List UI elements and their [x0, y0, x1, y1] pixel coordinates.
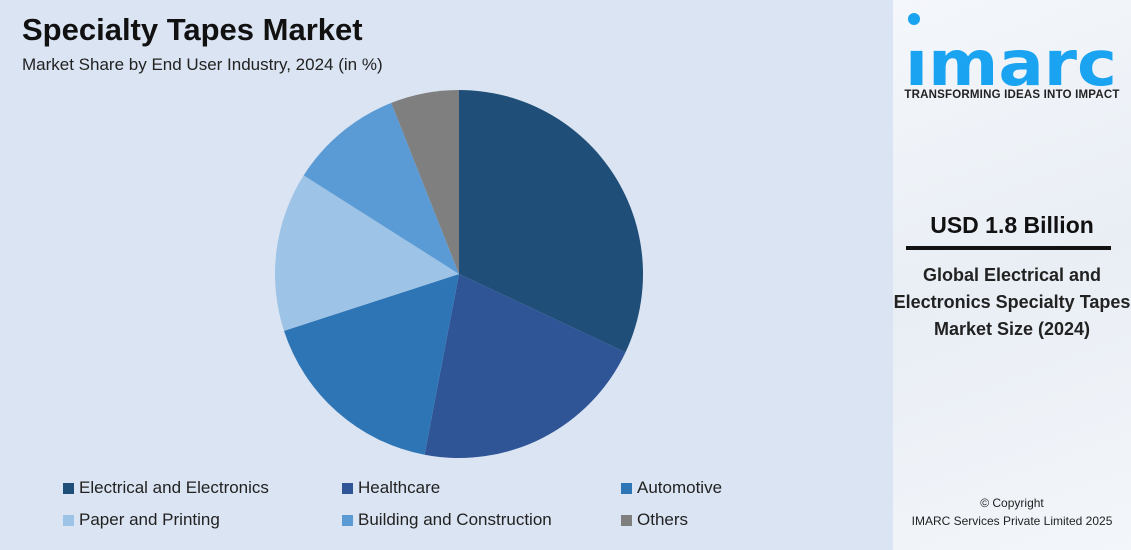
market-description: Global Electrical and Electronics Specia… [893, 265, 1131, 339]
chart-subtitle: Market Share by End User Industry, 2024 … [22, 55, 383, 74]
legend-swatch [63, 482, 74, 494]
market-value: USD 1.8 Billion [930, 212, 1094, 238]
legend-label: Paper and Printing [79, 510, 220, 529]
legend-swatch [621, 514, 632, 526]
pie-slice-healthcare [424, 274, 626, 458]
legend-label: Others [637, 510, 689, 529]
tagline: TRANSFORMING IDEAS INTO IMPACT [904, 89, 1120, 101]
legend-item: Paper and Printing [63, 510, 220, 530]
svg-text:ımarc: ımarc [905, 27, 1117, 90]
chart-title: Specialty Tapes Market [22, 12, 363, 47]
pie-slice-building-and-construction [303, 102, 459, 274]
copyright: © Copyright IMARC Services Private Limit… [893, 494, 1131, 530]
copyright-line: © Copyright [980, 496, 1044, 510]
legend-label: Healthcare [358, 478, 441, 497]
legend-swatch [621, 482, 632, 494]
legend-item: Healthcare [342, 478, 440, 498]
legend-item: Building and Construction [342, 510, 552, 530]
pie-slice-paper-and-printing [275, 175, 459, 331]
info-panel: ımarc TRANSFORMING IDEAS INTO IMPACT USD… [893, 0, 1131, 550]
imarc-logo: ımarc [905, 13, 1117, 90]
pie-slice-electrical-and-electronics [459, 90, 643, 353]
pie-slice-automotive [284, 274, 459, 455]
legend-label: Automotive [637, 478, 723, 497]
legend-label: Electrical and Electronics [79, 478, 269, 497]
chart-panel: Specialty Tapes Market Market Share by E… [0, 0, 893, 550]
legend-item: Others [621, 510, 688, 530]
legend-swatch [342, 482, 353, 494]
legend-item: Electrical and Electronics [63, 478, 269, 498]
legend-label: Building and Construction [358, 510, 552, 529]
copyright-company: IMARC Services Private Limited 2025 [911, 514, 1113, 528]
legend-swatch [342, 514, 353, 526]
legend-swatch [63, 514, 74, 526]
pie-slice-others [391, 90, 459, 274]
divider [906, 246, 1111, 250]
pie-chart [275, 90, 643, 458]
legend-item: Automotive [621, 478, 722, 498]
